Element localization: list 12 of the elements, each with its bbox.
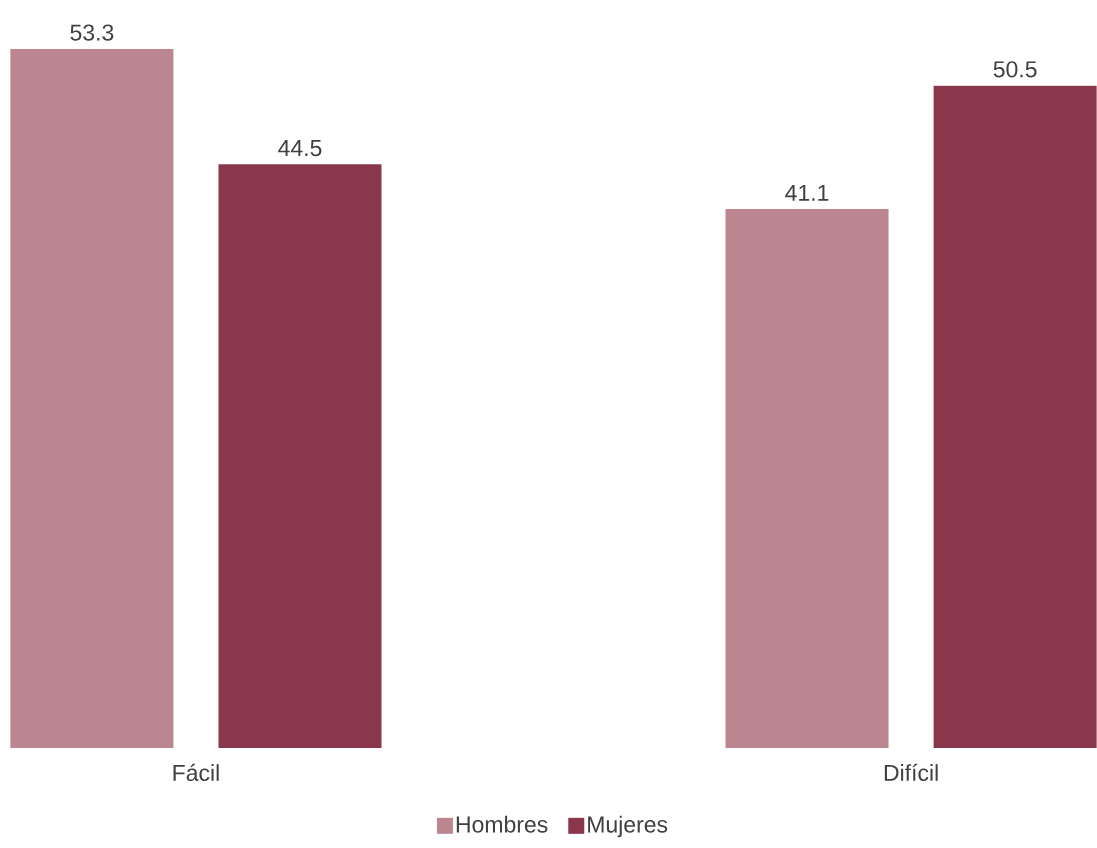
x-tick-label: Fácil <box>173 763 219 782</box>
legend-label: Mujeres <box>588 815 668 838</box>
legend-label: Hombres <box>456 815 548 833</box>
data-label: 53.3 <box>70 24 114 41</box>
bar <box>933 85 1097 748</box>
data-label: 50.5 <box>993 61 1037 78</box>
data-label: 44.5 <box>278 140 322 157</box>
x-tick-label: Difícil <box>884 763 938 782</box>
bar <box>725 208 889 748</box>
bar <box>10 48 174 748</box>
data-label: 41.1 <box>785 184 829 201</box>
bar <box>218 164 382 748</box>
